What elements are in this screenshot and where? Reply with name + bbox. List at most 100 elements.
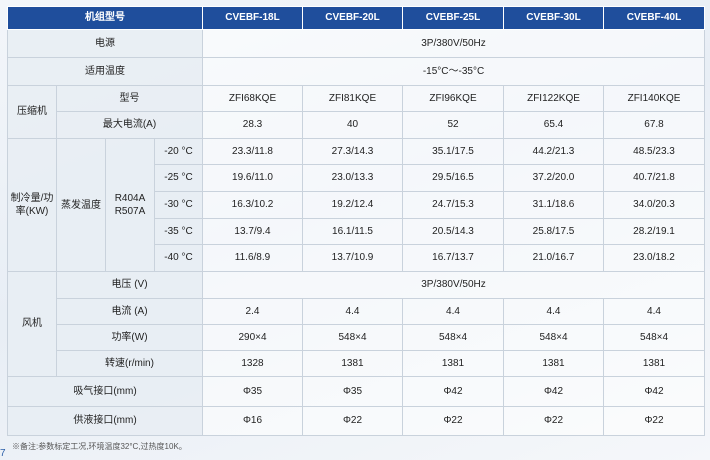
fan-current-label: 电流 (A) (56, 298, 203, 325)
table-cell: 21.0/16.7 (503, 244, 604, 272)
fan-voltage-value: 3P/380V/50Hz (202, 271, 705, 299)
table-cell: Φ22 (603, 406, 705, 436)
table-cell: 4.4 (503, 298, 604, 325)
model-header: CVEBF-25L (402, 6, 504, 30)
compressor-current-label: 最大电流(A) (56, 111, 203, 139)
table-cell: Φ22 (302, 406, 403, 436)
table-cell: 65.4 (503, 111, 604, 139)
evap-temp-label: 蒸发温度 (56, 138, 106, 272)
table-cell: 11.6/8.9 (202, 244, 303, 272)
table-cell: 29.5/16.5 (402, 164, 504, 192)
footnote: ※备注:参数标定工况,环境温度32°C,过热度10K。 (12, 442, 187, 451)
suction-row: 吸气接口(mm) Φ35 Φ35 Φ42 Φ42 Φ42 (7, 376, 705, 407)
table-cell: 1328 (202, 350, 303, 377)
table-cell: 40.7/21.8 (603, 164, 705, 192)
suction-label: 吸气接口(mm) (7, 376, 203, 407)
temp-range-row: 适用温度 -15°C～-35°C (7, 57, 705, 86)
table-cell: 13.7/10.9 (302, 244, 403, 272)
table-cell: 548×4 (603, 324, 705, 351)
table-cell: Φ35 (202, 376, 303, 407)
evap-temp-value: -35 °C (154, 218, 203, 245)
table-cell: 24.7/15.3 (402, 191, 504, 219)
table-cell: 52 (402, 111, 504, 139)
model-label-header: 机组型号 (7, 6, 203, 30)
table-cell: Φ16 (202, 406, 303, 436)
cooling-row: -30 °C 16.3/10.2 19.2/12.4 24.7/15.3 31.… (8, 191, 705, 219)
table-cell: ZFI140KQE (603, 85, 705, 112)
compressor-type-row: 压缩机 型号 ZFI68KQE ZFI81KQE ZFI96KQE ZFI122… (7, 85, 705, 139)
power-label: 电源 (7, 29, 203, 58)
table-cell: 27.3/14.3 (302, 138, 403, 165)
fan-speed-row: 转速(r/min) 1328 1381 1381 1381 1381 (8, 350, 705, 377)
table-cell: 1381 (503, 350, 604, 377)
evap-temp-value: -40 °C (154, 244, 203, 272)
compressor-type-label: 型号 (56, 85, 203, 112)
table-cell: 23.0/13.3 (302, 164, 403, 192)
table-cell: ZFI122KQE (503, 85, 604, 112)
table-cell: 28.3 (202, 111, 303, 139)
table-cell: 16.3/10.2 (202, 191, 303, 219)
table-cell: 4.4 (603, 298, 705, 325)
table-cell: Φ42 (603, 376, 705, 407)
liquid-label: 供液接口(mm) (7, 406, 203, 436)
table-cell: Φ42 (402, 376, 504, 407)
table-cell: 13.7/9.4 (202, 218, 303, 245)
table-cell: ZFI96KQE (402, 85, 504, 112)
table-cell: Φ22 (503, 406, 604, 436)
table-cell: 20.5/14.3 (402, 218, 504, 245)
power-row: 电源 3P/380V/50Hz (7, 29, 705, 58)
table-cell: 290×4 (202, 324, 303, 351)
table-cell: 19.6/11.0 (202, 164, 303, 192)
spec-table: 机组型号 CVEBF-18L CVEBF-20L CVEBF-25L CVEBF… (7, 6, 705, 436)
power-value: 3P/380V/50Hz (202, 29, 705, 58)
table-cell: 37.2/20.0 (503, 164, 604, 192)
fan-voltage-label: 电压 (V) (56, 271, 203, 299)
cooling-row: -25 °C 19.6/11.0 23.0/13.3 29.5/16.5 37.… (8, 164, 705, 192)
table-cell: Φ42 (503, 376, 604, 407)
fan-current-row: 电流 (A) 2.4 4.4 4.4 4.4 4.4 (8, 298, 705, 325)
table-cell: 1381 (603, 350, 705, 377)
table-cell: 548×4 (503, 324, 604, 351)
model-header: CVEBF-40L (603, 6, 705, 30)
table-cell: 25.8/17.5 (503, 218, 604, 245)
table-cell: 34.0/20.3 (603, 191, 705, 219)
table-cell: 548×4 (302, 324, 403, 351)
refrigerant-label: R404A R507A (105, 138, 155, 272)
table-cell: 4.4 (302, 298, 403, 325)
fan-speed-label: 转速(r/min) (56, 350, 203, 377)
table-cell: 44.2/21.3 (503, 138, 604, 165)
model-header: CVEBF-18L (202, 6, 303, 30)
table-cell: 19.2/12.4 (302, 191, 403, 219)
fan-group-label: 风机 (7, 271, 57, 377)
cooling-row: 制冷量/功率(KW) 蒸发温度 R404A R507A -20 °C 23.3/… (7, 138, 705, 272)
evap-temp-value: -25 °C (154, 164, 203, 192)
table-cell: 40 (302, 111, 403, 139)
cooling-row: -40 °C 11.6/8.9 13.7/10.9 16.7/13.7 21.0… (8, 244, 705, 272)
model-header: CVEBF-20L (302, 6, 403, 30)
evap-temp-value: -20 °C (154, 138, 203, 165)
fan-power-row: 功率(W) 290×4 548×4 548×4 548×4 548×4 (8, 324, 705, 351)
table-cell: Φ22 (402, 406, 504, 436)
table-cell: 1381 (302, 350, 403, 377)
compressor-current-row: 最大电流(A) 28.3 40 52 65.4 67.8 (8, 111, 705, 139)
corner-mark: 7 (0, 448, 6, 459)
table-cell: 35.1/17.5 (402, 138, 504, 165)
evap-temp-value: -30 °C (154, 191, 203, 219)
fan-voltage-row: 风机 电压 (V) 3P/380V/50Hz (7, 271, 705, 377)
table-cell: 28.2/19.1 (603, 218, 705, 245)
table-cell: 4.4 (402, 298, 504, 325)
cooling-row: -35 °C 13.7/9.4 16.1/11.5 20.5/14.3 25.8… (8, 218, 705, 245)
table-cell: 16.1/11.5 (302, 218, 403, 245)
table-cell: 548×4 (402, 324, 504, 351)
table-cell: 16.7/13.7 (402, 244, 504, 272)
fan-power-label: 功率(W) (56, 324, 203, 351)
table-cell: 23.3/11.8 (202, 138, 303, 165)
header-row: 机组型号 CVEBF-18L CVEBF-20L CVEBF-25L CVEBF… (7, 6, 705, 30)
temp-range-value: -15°C～-35°C (202, 57, 705, 86)
model-header: CVEBF-30L (503, 6, 604, 30)
table-cell: 31.1/18.6 (503, 191, 604, 219)
table-cell: ZFI68KQE (202, 85, 303, 112)
liquid-row: 供液接口(mm) Φ16 Φ22 Φ22 Φ22 Φ22 (7, 406, 705, 436)
table-cell: 1381 (402, 350, 504, 377)
table-cell: Φ35 (302, 376, 403, 407)
